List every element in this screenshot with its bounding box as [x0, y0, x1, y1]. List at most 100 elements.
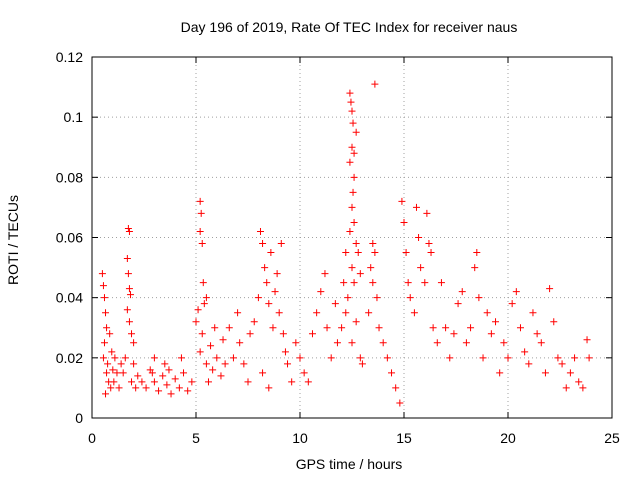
data-point — [504, 354, 512, 362]
data-point — [575, 378, 583, 386]
data-point — [259, 369, 267, 377]
data-point — [209, 366, 217, 374]
data-point — [427, 249, 435, 257]
y-tick-label: 0.06 — [56, 230, 83, 246]
data-point — [244, 378, 252, 386]
data-point — [342, 249, 350, 257]
data-point — [423, 209, 431, 217]
data-point — [521, 348, 529, 356]
data-point — [344, 294, 352, 302]
data-point — [219, 336, 227, 344]
data-point — [371, 80, 379, 88]
data-point — [404, 279, 412, 287]
data-point — [256, 227, 264, 235]
data-point — [184, 387, 192, 395]
data-point — [375, 324, 383, 332]
data-point — [128, 378, 136, 386]
data-point — [221, 360, 229, 368]
data-point — [467, 324, 475, 332]
data-point — [398, 197, 406, 205]
data-point — [103, 369, 111, 377]
data-point — [199, 279, 207, 287]
data-point — [125, 318, 133, 326]
data-point — [198, 240, 206, 248]
data-point — [211, 324, 219, 332]
data-point — [165, 366, 173, 374]
data-point — [150, 378, 158, 386]
data-point — [450, 330, 458, 338]
data-point — [121, 354, 129, 362]
data-point — [98, 270, 106, 278]
data-point — [163, 381, 171, 389]
data-point — [356, 270, 364, 278]
data-point — [446, 354, 454, 362]
data-point — [269, 324, 277, 332]
data-point — [108, 348, 116, 356]
data-point — [246, 330, 254, 338]
data-point — [117, 360, 125, 368]
data-point — [125, 227, 133, 235]
data-point — [99, 282, 107, 290]
data-point — [550, 318, 558, 326]
data-point — [196, 348, 204, 356]
data-point — [100, 339, 108, 347]
data-point — [350, 149, 358, 157]
data-point — [346, 89, 354, 97]
data-point — [109, 366, 117, 374]
y-tick-label: 0.12 — [56, 49, 83, 65]
data-point — [254, 294, 262, 302]
data-point — [331, 300, 339, 308]
data-point — [110, 378, 118, 386]
data-point — [225, 324, 233, 332]
data-point — [213, 354, 221, 362]
data-point — [402, 249, 410, 257]
data-point — [155, 387, 163, 395]
data-point — [348, 107, 356, 115]
data-point — [379, 339, 387, 347]
data-point — [104, 360, 112, 368]
data-point — [296, 354, 304, 362]
x-tick-label: 15 — [396, 430, 412, 446]
data-point — [159, 372, 167, 380]
data-point — [119, 369, 127, 377]
x-tick-label: 0 — [88, 430, 96, 446]
data-point — [352, 318, 360, 326]
data-point — [321, 270, 329, 278]
data-point — [148, 369, 156, 377]
data-point — [512, 288, 520, 296]
data-point — [102, 390, 110, 398]
data-point — [207, 342, 215, 350]
data-point — [115, 384, 123, 392]
x-tick-label: 10 — [292, 430, 308, 446]
data-point — [197, 209, 205, 217]
data-point — [284, 360, 292, 368]
data-point — [142, 384, 150, 392]
data-point — [571, 354, 579, 362]
y-tick-labels: 0 0.02 0.04 0.06 0.08 0.1 0.12 — [56, 49, 83, 426]
data-point — [250, 318, 258, 326]
data-point — [356, 354, 364, 362]
data-point — [161, 360, 169, 368]
data-point — [541, 369, 549, 377]
data-point — [171, 375, 179, 383]
data-point — [123, 306, 131, 314]
data-point — [537, 339, 545, 347]
x-tick-label: 25 — [604, 430, 620, 446]
data-point — [371, 249, 379, 257]
data-point — [429, 324, 437, 332]
data-point — [558, 360, 566, 368]
y-tick-label: 0.08 — [56, 169, 83, 185]
data-point — [508, 300, 516, 308]
data-point — [304, 378, 312, 386]
data-point — [479, 354, 487, 362]
data-point — [103, 324, 111, 332]
data-point — [99, 354, 107, 362]
data-point — [240, 360, 248, 368]
data-point — [348, 203, 356, 211]
data-point — [533, 330, 541, 338]
data-point — [500, 339, 508, 347]
data-point — [346, 158, 354, 166]
data-point — [516, 324, 524, 332]
data-point — [496, 369, 504, 377]
data-point — [273, 270, 281, 278]
